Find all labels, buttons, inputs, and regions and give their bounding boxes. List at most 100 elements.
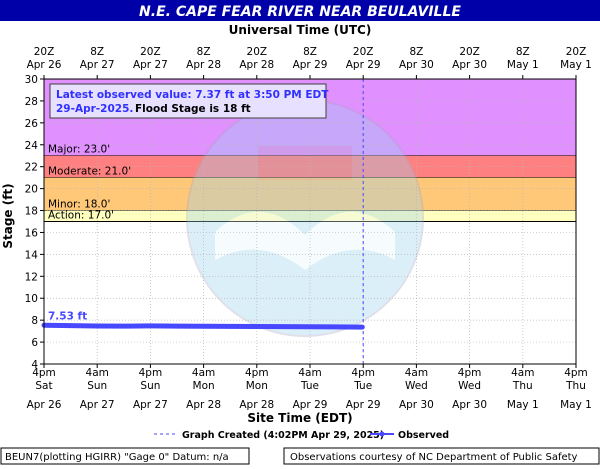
y-tick-label: 18 — [25, 206, 38, 218]
observed-point — [201, 324, 206, 329]
top-tick-label-date: Apr 29 — [293, 59, 328, 71]
bottom-tick-label-time: 4am — [405, 367, 428, 379]
observed-start-label: 7.53 ft — [48, 310, 87, 322]
bottom-tick-label-day: Wed — [405, 380, 428, 392]
top-tick-label-time: 8Z — [516, 46, 530, 58]
top-axis-title: Universal Time (UTC) — [229, 23, 372, 37]
top-tick-label-time: 20Z — [353, 46, 374, 58]
chart-title: N.E. CAPE FEAR RIVER NEAR BEULAVILLE — [139, 4, 461, 20]
top-tick-label-time: 8Z — [409, 46, 423, 58]
info-latest-value: Latest observed value: 7.37 ft at 3:50 P… — [56, 89, 329, 101]
footer-credit: Observations courtesy of NC Department o… — [290, 452, 578, 463]
band-action — [44, 210, 576, 222]
footer-left-box — [0, 447, 250, 465]
legend-observed-marker — [379, 431, 385, 437]
bottom-tick-label-time: 4pm — [139, 367, 163, 379]
y-tick-label: 10 — [25, 293, 38, 305]
observed-point — [68, 323, 73, 328]
top-tick-label-date: Apr 30 — [452, 59, 487, 71]
bottom-tick-label-time: 4am — [192, 367, 215, 379]
top-tick-label-time: 8Z — [197, 46, 211, 58]
bottom-tick-label-date: May 1 — [507, 399, 539, 411]
y-tick-label: 20 — [25, 184, 38, 196]
bottom-tick-label-date: May 1 — [560, 399, 592, 411]
bottom-tick-label-time: 4am — [86, 367, 109, 379]
bottom-tick-label-time: 4pm — [351, 367, 375, 379]
band-label-major: Major: 23.0' — [48, 144, 110, 156]
observed-point — [148, 323, 153, 329]
bottom-tick-label-time: 4am — [298, 367, 321, 379]
top-tick-label-date: Apr 29 — [346, 59, 381, 71]
top-tick-label-time: 20Z — [566, 46, 587, 58]
title-bar — [0, 0, 600, 21]
y-axis-title: Stage (ft) — [1, 183, 15, 248]
footer-right-box — [283, 447, 600, 465]
bottom-tick-label-time: 4pm — [32, 367, 56, 379]
observed-point — [360, 324, 365, 330]
band-label-moderate: Moderate: 21.0' — [48, 166, 131, 178]
noaa-logo-bird — [215, 211, 395, 270]
info-box-frame — [49, 83, 327, 119]
legend: Graph Created (4:02PM Apr 29, 2025) Obse… — [154, 430, 449, 441]
y-tick-label: 4 — [31, 359, 38, 371]
noaa-watermark — [186, 99, 424, 337]
bottom-tick-label-day: Thu — [565, 380, 586, 392]
info-flood-stage: Flood Stage is 18 ft — [135, 103, 251, 115]
bottom-tick-label-date: Apr 29 — [293, 399, 328, 411]
top-tick-label-date: May 1 — [507, 59, 539, 71]
y-tick-labels: 4 6 8 10 12 14 16 18 20 22 24 26 28 30 — [25, 74, 44, 371]
top-tick-label-date: Apr 27 — [80, 59, 115, 71]
bottom-tick-label-date: Apr 28 — [239, 399, 274, 411]
top-tick-label-time: 8Z — [90, 46, 104, 58]
bottom-tick-label-day: Wed — [458, 380, 481, 392]
y-tick-label: 16 — [25, 227, 39, 239]
plot-border — [43, 78, 577, 365]
y-tick-label: 28 — [25, 96, 38, 108]
y-tick-label: 12 — [25, 271, 38, 283]
observed-point — [254, 324, 259, 329]
y-tick-label: 22 — [25, 162, 38, 174]
bottom-tick-label-time: 4pm — [245, 367, 269, 379]
y-tick-label: 26 — [25, 118, 39, 130]
footer-datum: BEUN7(plotting HGIRR) "Gage 0" Datum: n/… — [5, 452, 229, 463]
observed-point — [334, 324, 339, 330]
bottom-tick-label-time: 4am — [511, 367, 534, 379]
top-tick-label-time: 8Z — [303, 46, 317, 58]
top-tick-label-time: 20Z — [459, 46, 480, 58]
bottom-axis-title: Site Time (EDT) — [247, 411, 352, 425]
top-tick-label-date: Apr 30 — [399, 59, 434, 71]
bottom-tick-label-day: Mon — [246, 380, 268, 392]
legend-created-text: Graph Created (4:02PM Apr 29, 2025) — [182, 430, 384, 441]
bottom-tick-label-date: Apr 26 — [27, 399, 62, 411]
y-tick-label: 6 — [31, 337, 38, 349]
legend-observed-label: Observed — [398, 430, 449, 441]
bottom-tick-label-time: 4pm — [458, 367, 482, 379]
observed-point — [174, 323, 180, 329]
bottom-tick-label-date: Apr 27 — [80, 399, 115, 411]
band-label-minor: Minor: 18.0' — [48, 199, 110, 211]
top-tick-label-time: 20Z — [247, 46, 268, 58]
y-tick-label: 8 — [31, 315, 38, 327]
bottom-tick-label-day: Sun — [87, 380, 107, 392]
top-tick-label-date: Apr 26 — [27, 59, 62, 71]
y-tick-label: 14 — [25, 249, 39, 261]
observed-point — [228, 324, 233, 329]
info-box: Latest observed value: 7.37 ft at 3:50 P… — [49, 83, 329, 119]
observed-series: 7.53 ft — [41, 310, 365, 330]
info-date: 29-Apr-2025. — [56, 103, 133, 115]
noaa-logo-text-block — [258, 146, 352, 180]
bottom-tick-label-day: Thu — [512, 380, 533, 392]
bottom-tick-label-date: Apr 30 — [452, 399, 487, 411]
y-tick-label: 30 — [25, 74, 38, 86]
top-tick-label-date: Apr 27 — [133, 59, 168, 71]
bottom-tick-label-time: 4pm — [564, 367, 588, 379]
observed-point — [121, 323, 127, 329]
top-tick-label-time: 20Z — [34, 46, 55, 58]
bottom-tick-label-day: Sun — [140, 380, 160, 392]
band-label-action: Action: 17.0' — [48, 210, 114, 222]
observed-point — [281, 324, 286, 329]
bottom-tick-label-day: Tue — [300, 380, 319, 392]
top-tick-label-time: 20Z — [140, 46, 161, 58]
